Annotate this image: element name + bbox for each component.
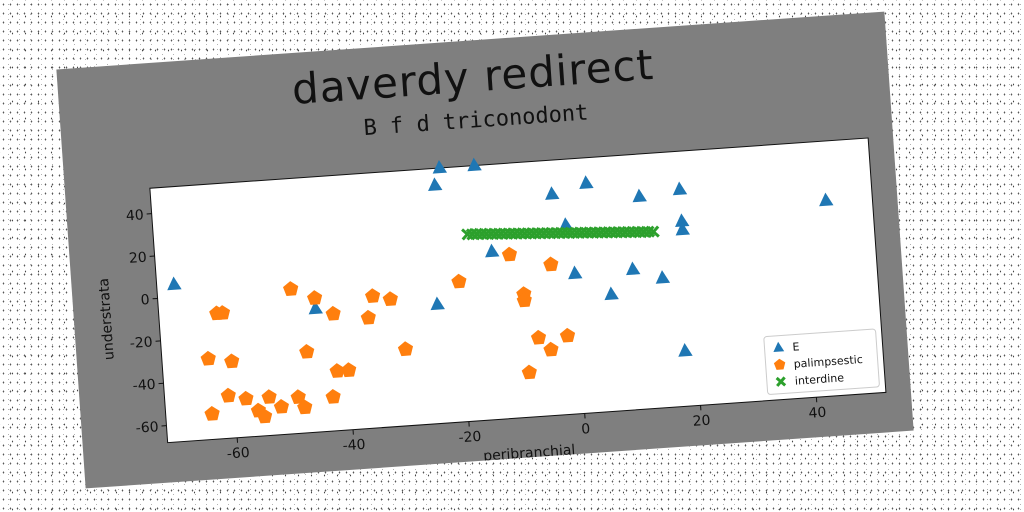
chart-figure: daverdy redirect B f d triconodont -60 -4… bbox=[56, 11, 914, 489]
point-e bbox=[432, 159, 448, 174]
point-palimpsestic bbox=[220, 387, 236, 403]
point-e bbox=[678, 343, 693, 357]
point-palimpsestic bbox=[329, 363, 345, 378]
x-axis-label: peribranchial bbox=[483, 442, 576, 464]
point-palimpsestic bbox=[530, 329, 547, 345]
point-e bbox=[485, 243, 500, 258]
point-e bbox=[430, 296, 445, 311]
y-tick-label: -60 bbox=[135, 419, 159, 437]
point-e bbox=[308, 300, 324, 315]
y-axis-label: understrata bbox=[96, 277, 118, 360]
point-palimpsestic bbox=[559, 327, 576, 343]
point-e bbox=[626, 261, 641, 276]
y-tick-label: -40 bbox=[132, 377, 156, 395]
point-palimpsestic bbox=[325, 388, 341, 404]
x-tick-label: -20 bbox=[458, 429, 482, 447]
point-palimpsestic bbox=[521, 364, 537, 380]
point-palimpsestic bbox=[200, 350, 216, 366]
point-e bbox=[672, 181, 688, 196]
point-palimpsestic bbox=[516, 292, 532, 308]
point-palimpsestic bbox=[341, 362, 357, 378]
point-e bbox=[167, 276, 182, 291]
point-palimpsestic bbox=[238, 390, 254, 406]
point-e bbox=[675, 221, 691, 236]
legend-label-palimpsestic: palimpsestic bbox=[793, 353, 863, 371]
point-e bbox=[545, 186, 560, 200]
point-e bbox=[428, 177, 443, 192]
point-palimpsestic bbox=[397, 341, 414, 357]
legend-marker-palimpsestic bbox=[773, 358, 786, 370]
legend-marker-interdine bbox=[775, 376, 787, 387]
point-palimpsestic bbox=[501, 246, 517, 262]
point-palimpsestic bbox=[297, 399, 313, 415]
point-palimpsestic bbox=[204, 405, 220, 421]
x-tick-label: -60 bbox=[226, 445, 250, 463]
x-tick-label: 20 bbox=[692, 413, 711, 430]
point-e bbox=[558, 217, 574, 231]
y-tick-label: 40 bbox=[125, 207, 144, 224]
point-palimpsestic bbox=[325, 305, 341, 321]
legend-label-e: E bbox=[792, 340, 800, 353]
point-palimpsestic bbox=[224, 353, 240, 369]
point-palimpsestic bbox=[273, 398, 289, 414]
point-e bbox=[579, 175, 594, 189]
legend-box bbox=[763, 328, 880, 395]
point-interdine bbox=[647, 225, 660, 239]
point-e bbox=[819, 192, 834, 207]
point-palimpsestic bbox=[543, 341, 559, 357]
x-tick-label: 0 bbox=[581, 421, 591, 438]
point-palimpsestic bbox=[261, 389, 277, 404]
point-e bbox=[467, 157, 482, 172]
y-tick-label: 0 bbox=[140, 292, 150, 309]
scatter-plot: -60 -40 -20 0 20 40 -60 -40 -20 0 20 40 peribranchia… bbox=[96, 137, 887, 465]
point-palimpsestic bbox=[299, 343, 315, 359]
y-tick-label: 20 bbox=[128, 250, 147, 267]
x-tick-label: 40 bbox=[808, 405, 827, 422]
point-palimpsestic bbox=[543, 256, 559, 272]
point-palimpsestic bbox=[364, 288, 381, 303]
point-palimpsestic bbox=[382, 291, 398, 307]
legend-marker-e bbox=[773, 341, 785, 353]
point-e bbox=[604, 286, 619, 301]
point-palimpsestic bbox=[306, 290, 323, 305]
point-e bbox=[568, 265, 583, 280]
legend-label-interdine: interdine bbox=[794, 371, 844, 387]
point-palimpsestic bbox=[451, 273, 467, 289]
y-tick-label: -20 bbox=[129, 334, 153, 352]
point-e bbox=[675, 213, 690, 228]
point-e bbox=[632, 188, 647, 203]
x-tick-label: -40 bbox=[342, 437, 366, 455]
point-palimpsestic bbox=[214, 305, 231, 320]
plot-area bbox=[149, 137, 887, 444]
point-palimpsestic bbox=[290, 389, 306, 404]
point-palimpsestic bbox=[360, 309, 376, 325]
point-e bbox=[655, 270, 671, 284]
point-palimpsestic bbox=[283, 281, 299, 296]
point-palimpsestic bbox=[257, 408, 273, 424]
